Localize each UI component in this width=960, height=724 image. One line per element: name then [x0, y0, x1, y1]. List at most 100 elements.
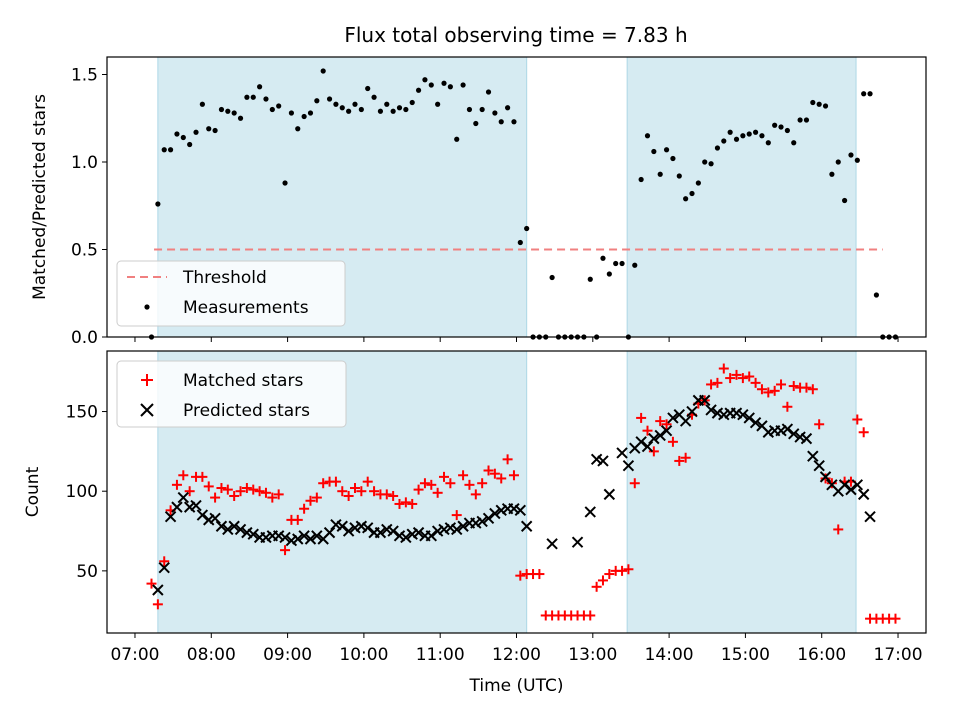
measurement-point [829, 171, 835, 177]
measurement-point [167, 147, 174, 153]
predicted-stars-point [737, 409, 749, 421]
observing-interval-band [626, 56, 857, 338]
marker-stroke [635, 436, 647, 448]
predicted-stars-point [781, 423, 794, 435]
marker-stroke [355, 520, 368, 532]
measurement-point [352, 101, 358, 107]
marker-stroke [381, 523, 393, 536]
matched-stars-point [241, 483, 252, 494]
marker-stroke [756, 420, 768, 432]
matched-stars-point [731, 369, 742, 380]
measurement-point [257, 84, 263, 90]
legend-measurements-swatch [144, 304, 150, 310]
matched-stars-point [464, 479, 475, 490]
marker-stroke [272, 530, 285, 542]
marker-stroke [304, 533, 317, 545]
measurement-point [683, 196, 689, 202]
predicted-stars-point [597, 455, 609, 467]
marker-stroke [514, 504, 527, 517]
matched-stars-point [280, 545, 291, 556]
measurement-point [428, 82, 434, 88]
marker-stroke [813, 460, 825, 472]
ratio-panel: 0.0 0.5 1.0 1.5 Matched/Predicted stars Thres… [30, 56, 927, 348]
matched-stars-point [152, 599, 163, 610]
marker-stroke [336, 520, 348, 532]
predicted-stars-point [705, 404, 717, 416]
measurement-point [861, 91, 867, 97]
measurement-point [810, 99, 816, 106]
matched-stars-point [407, 498, 418, 509]
matched-stars-point [356, 486, 367, 497]
marker-stroke [361, 522, 374, 534]
measurement-point [848, 152, 854, 158]
matched-stars-point [292, 514, 303, 525]
predicted-stars-point [800, 432, 813, 445]
x-tick-label: 12:00 [492, 645, 541, 665]
matched-stars-point [222, 484, 233, 495]
matched-stars-point [591, 581, 602, 592]
predicted-stars-point [679, 415, 692, 427]
measurement-point [244, 94, 250, 100]
marker-stroke [546, 538, 558, 550]
matched-stars-point [489, 468, 500, 479]
legend-label-threshold: Threshold [182, 268, 267, 288]
marker-stroke [648, 432, 660, 445]
matched-stars-point [604, 569, 615, 580]
marker-stroke [616, 447, 628, 459]
marker-stroke [845, 483, 857, 496]
measurement-point [632, 262, 638, 268]
predicted-stars-point [190, 499, 202, 512]
measurement-point [212, 127, 218, 134]
legend-label-predicted: Predicted stars [183, 401, 310, 421]
matched-stars-point [394, 498, 405, 509]
x-tick-label: 13:00 [568, 645, 617, 665]
predicted-stars-point [298, 530, 310, 542]
predicted-stars-point [616, 447, 628, 459]
matched-stars-point [254, 486, 265, 497]
measurement-point [396, 105, 403, 111]
predicted-stars-point [279, 531, 291, 544]
marker-stroke [857, 488, 870, 501]
legend-label-measurements: Measurements [183, 298, 309, 318]
legend-label-matched: Matched stars [183, 371, 303, 391]
matched-stars-point [400, 497, 411, 508]
matched-stars-point [330, 476, 341, 487]
matched-stars-point [432, 487, 443, 498]
matched-stars-point [210, 492, 221, 503]
matched-stars-point [585, 610, 596, 621]
marker-stroke [412, 526, 425, 539]
measurement-point [772, 122, 778, 128]
count-panel: 50 100 150 07:00 08:00 09:00 10:00 11:00 12:00 13… [23, 350, 927, 696]
predicted-stars-point [247, 528, 259, 540]
marker-stroke [660, 424, 673, 437]
matched-stars-point [648, 446, 659, 457]
measurement-point [816, 101, 822, 107]
matched-stars-point [852, 414, 863, 425]
predicted-stars-point [546, 538, 558, 550]
measurement-point [384, 101, 390, 107]
measurement-point [282, 180, 288, 186]
measurement-point [587, 276, 593, 282]
measurement-point [263, 96, 269, 102]
predicted-stars-point [514, 504, 527, 517]
measurement-point [295, 126, 301, 132]
measurement-point [854, 157, 860, 163]
measurement-point [390, 108, 396, 114]
measurement-point [441, 80, 447, 86]
matched-stars-point [661, 419, 672, 430]
predicted-stars-point [323, 526, 336, 539]
predicted-stars-point [857, 488, 870, 501]
predicted-stars-point [215, 520, 228, 532]
matched-stars-point [445, 478, 456, 489]
marker-stroke [228, 520, 240, 532]
measurement-point [174, 131, 180, 137]
measurement-point [511, 119, 517, 125]
measurement-point [498, 119, 504, 125]
measurement-point [638, 176, 644, 183]
marker-stroke [482, 512, 495, 524]
measurement-point [371, 94, 377, 100]
marker-stroke [152, 584, 164, 596]
matched-stars-point [858, 427, 869, 438]
matched-stars-point [788, 381, 799, 392]
predicted-stars-point [412, 526, 425, 539]
